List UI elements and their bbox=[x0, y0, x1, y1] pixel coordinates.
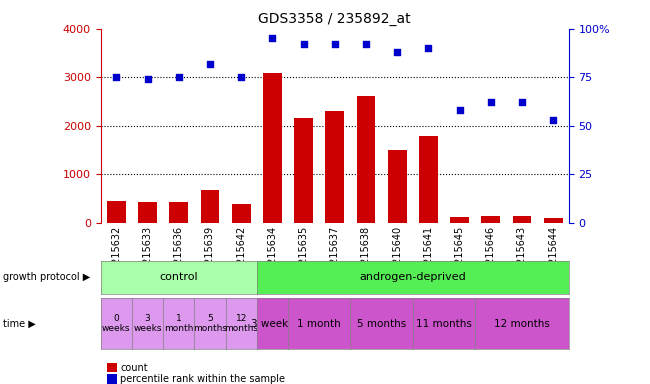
Point bbox=[111, 74, 122, 80]
Bar bbox=[232, 204, 250, 223]
Point bbox=[174, 74, 184, 80]
Bar bbox=[138, 202, 157, 223]
Point bbox=[486, 99, 496, 106]
Bar bbox=[107, 201, 125, 223]
Text: 0
weeks: 0 weeks bbox=[102, 314, 131, 333]
Point bbox=[517, 99, 527, 106]
Bar bbox=[513, 217, 531, 223]
Bar bbox=[357, 96, 375, 223]
Point bbox=[361, 41, 371, 47]
Bar bbox=[482, 216, 500, 223]
Text: 12 months: 12 months bbox=[494, 318, 550, 329]
Text: control: control bbox=[159, 272, 198, 283]
Point bbox=[423, 45, 434, 51]
Text: 1 month: 1 month bbox=[297, 318, 341, 329]
Text: growth protocol ▶: growth protocol ▶ bbox=[3, 272, 90, 283]
Title: GDS3358 / 235892_at: GDS3358 / 235892_at bbox=[259, 12, 411, 26]
Text: 3 weeks: 3 weeks bbox=[251, 318, 294, 329]
Text: 12
months: 12 months bbox=[224, 314, 258, 333]
Point bbox=[548, 117, 558, 123]
Point bbox=[330, 41, 340, 47]
Bar bbox=[201, 190, 219, 223]
Text: 5
months: 5 months bbox=[193, 314, 227, 333]
Text: androgen-deprived: androgen-deprived bbox=[359, 272, 466, 283]
Point bbox=[205, 61, 215, 67]
Bar bbox=[450, 217, 469, 223]
Text: count: count bbox=[120, 362, 148, 372]
Text: percentile rank within the sample: percentile rank within the sample bbox=[120, 374, 285, 384]
Bar bbox=[170, 202, 188, 223]
Point bbox=[142, 76, 153, 82]
Point bbox=[392, 49, 402, 55]
Bar bbox=[419, 136, 437, 223]
Bar bbox=[326, 111, 344, 223]
Text: time ▶: time ▶ bbox=[3, 318, 36, 329]
Bar bbox=[263, 73, 281, 223]
Point bbox=[236, 74, 246, 80]
Point bbox=[454, 107, 465, 113]
Text: 3
weeks: 3 weeks bbox=[133, 314, 162, 333]
Bar bbox=[294, 119, 313, 223]
Text: 1
month: 1 month bbox=[164, 314, 194, 333]
Bar bbox=[388, 150, 406, 223]
Text: 11 months: 11 months bbox=[416, 318, 472, 329]
Point bbox=[298, 41, 309, 47]
Point bbox=[267, 35, 278, 41]
Bar bbox=[544, 218, 562, 223]
Text: 5 months: 5 months bbox=[357, 318, 406, 329]
